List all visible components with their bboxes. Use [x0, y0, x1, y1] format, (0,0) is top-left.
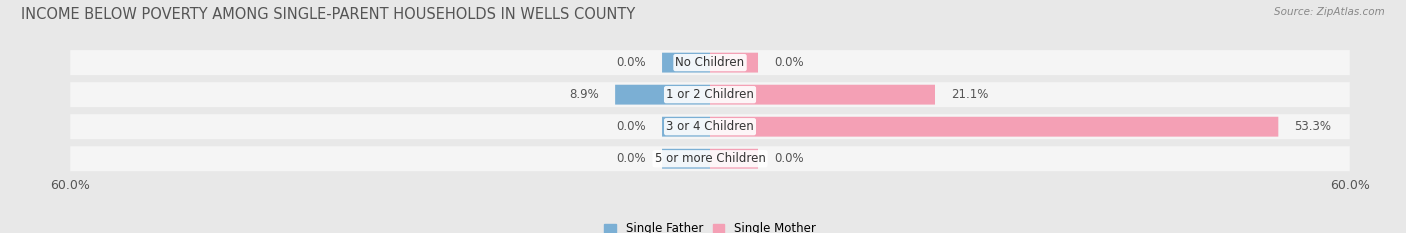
- Legend: Single Father, Single Mother: Single Father, Single Mother: [605, 223, 815, 233]
- FancyBboxPatch shape: [662, 117, 710, 137]
- Text: 0.0%: 0.0%: [773, 152, 804, 165]
- FancyBboxPatch shape: [710, 85, 935, 105]
- FancyBboxPatch shape: [662, 53, 710, 72]
- FancyBboxPatch shape: [70, 82, 1350, 107]
- Text: 1 or 2 Children: 1 or 2 Children: [666, 88, 754, 101]
- Text: 0.0%: 0.0%: [773, 56, 804, 69]
- Text: Source: ZipAtlas.com: Source: ZipAtlas.com: [1274, 7, 1385, 17]
- FancyBboxPatch shape: [616, 85, 710, 105]
- Text: 53.3%: 53.3%: [1295, 120, 1331, 133]
- FancyBboxPatch shape: [710, 117, 1278, 137]
- Text: 0.0%: 0.0%: [616, 56, 647, 69]
- FancyBboxPatch shape: [710, 53, 758, 72]
- Text: INCOME BELOW POVERTY AMONG SINGLE-PARENT HOUSEHOLDS IN WELLS COUNTY: INCOME BELOW POVERTY AMONG SINGLE-PARENT…: [21, 7, 636, 22]
- Text: 3 or 4 Children: 3 or 4 Children: [666, 120, 754, 133]
- FancyBboxPatch shape: [70, 114, 1350, 139]
- FancyBboxPatch shape: [70, 146, 1350, 171]
- FancyBboxPatch shape: [70, 50, 1350, 75]
- FancyBboxPatch shape: [662, 149, 710, 169]
- FancyBboxPatch shape: [710, 149, 758, 169]
- Text: 0.0%: 0.0%: [616, 152, 647, 165]
- Text: 21.1%: 21.1%: [950, 88, 988, 101]
- Text: 5 or more Children: 5 or more Children: [655, 152, 765, 165]
- Text: 8.9%: 8.9%: [569, 88, 599, 101]
- Text: No Children: No Children: [675, 56, 745, 69]
- Text: 0.0%: 0.0%: [616, 120, 647, 133]
